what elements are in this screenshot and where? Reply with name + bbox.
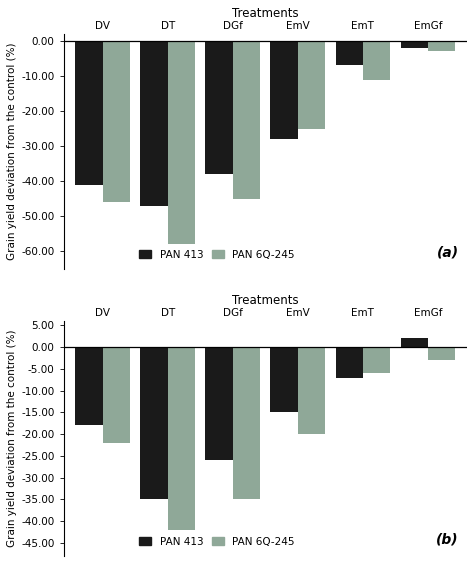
Text: (a): (a) (437, 245, 459, 260)
Bar (168, 347, 195, 530)
Bar (401, 338, 428, 347)
Bar (363, 347, 390, 373)
Bar (140, 41, 168, 206)
Bar (401, 41, 428, 48)
Title: Treatments: Treatments (232, 294, 299, 307)
Y-axis label: Grain yield deviation from the control (%): Grain yield deviation from the control (… (7, 43, 17, 260)
Bar (168, 41, 195, 244)
Text: (b): (b) (437, 533, 459, 547)
Bar (140, 347, 168, 499)
Bar (336, 41, 363, 65)
Bar (75, 41, 102, 185)
Bar (336, 347, 363, 378)
Legend: PAN 413, PAN 6Q-245: PAN 413, PAN 6Q-245 (135, 533, 299, 551)
Bar (271, 41, 298, 139)
Bar (205, 347, 233, 461)
Bar (205, 41, 233, 175)
Bar (233, 347, 260, 499)
Bar (298, 347, 325, 434)
Bar (363, 41, 390, 79)
Y-axis label: Grain yield deviation from the control (%): Grain yield deviation from the control (… (7, 330, 17, 547)
Bar (428, 347, 456, 360)
Title: Treatments: Treatments (232, 7, 299, 20)
Bar (298, 41, 325, 128)
Bar (75, 347, 102, 426)
Bar (233, 41, 260, 199)
Legend: PAN 413, PAN 6Q-245: PAN 413, PAN 6Q-245 (135, 245, 299, 264)
Bar (102, 41, 130, 202)
Bar (271, 347, 298, 412)
Bar (102, 347, 130, 443)
Bar (428, 41, 456, 51)
